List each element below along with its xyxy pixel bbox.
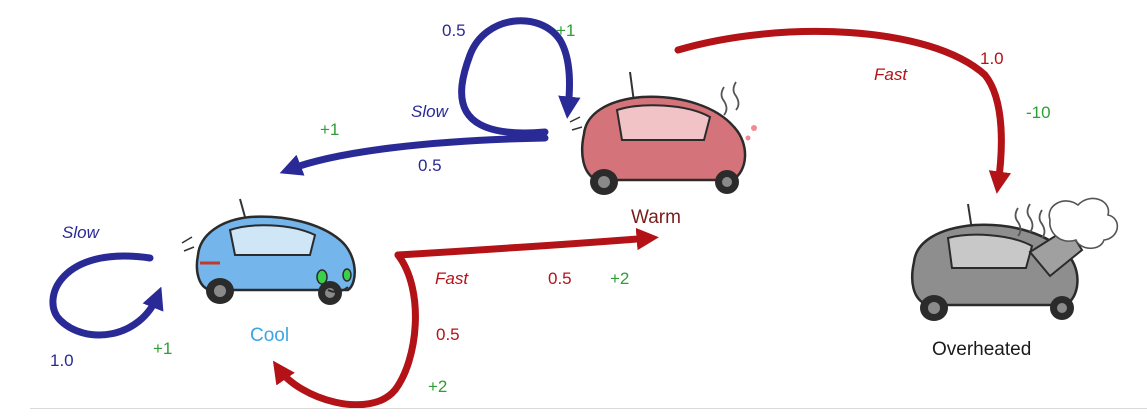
state-cool-label: Cool [250, 325, 290, 346]
arrow-warm-slow-to-cool [279, 134, 549, 176]
arrow-cool-slow-to-cool [49, 252, 164, 339]
cool-fast-self-probability: 0.5 [436, 325, 460, 344]
cool-to-warm-probability: 0.5 [548, 269, 572, 288]
warm-self-reward: +1 [556, 21, 576, 40]
arrow-cool-fast-to-cool [272, 251, 419, 409]
cool-to-warm-action: Fast [435, 269, 469, 288]
arrow-warm-fast-to-overheated [674, 27, 1011, 194]
cool-self-probability: 1.0 [50, 351, 74, 370]
warm-self-probability: 0.5 [442, 21, 466, 40]
arrow-warm-slow-to-warm [458, 17, 581, 137]
overheated-car-icon [911, 197, 1119, 321]
warm-to-cool-reward: +1 [320, 120, 340, 139]
warm-to-overheated-probability: 1.0 [980, 49, 1004, 68]
bottom-divider [30, 408, 1147, 409]
warm-to-overheated-reward: -10 [1026, 103, 1051, 122]
state-warm-label: Warm [631, 207, 681, 228]
cool-fast-self-reward: +2 [428, 377, 448, 396]
cool-car-icon [181, 198, 356, 305]
cool-to-warm-reward: +2 [610, 269, 630, 288]
cool-self-action: Slow [62, 223, 99, 242]
state-overheated-label: Overheated [932, 339, 1032, 360]
warm-to-cool-probability: 0.5 [418, 156, 442, 175]
cool-self-reward: +1 [153, 339, 173, 358]
warm-to-overheated-action: Fast [874, 65, 908, 84]
warm-car-icon [569, 71, 757, 195]
warm-to-cool-action: Slow [411, 102, 448, 121]
arrow-cool-fast-to-warm [394, 227, 659, 259]
